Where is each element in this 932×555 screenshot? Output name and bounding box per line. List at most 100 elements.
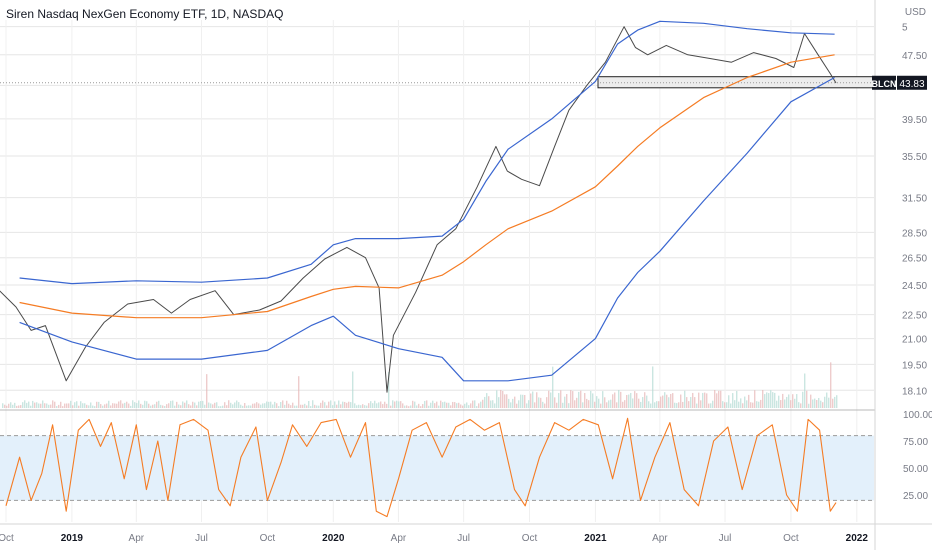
volume-bar <box>420 406 422 408</box>
volume-bar <box>668 397 670 408</box>
volume-bar <box>290 405 292 408</box>
volume-bar <box>472 400 474 408</box>
volume-bar <box>474 400 476 408</box>
volume-bar <box>94 406 96 408</box>
volume-bar <box>30 405 32 408</box>
volume-bar <box>112 403 114 408</box>
volume-bar <box>190 405 192 408</box>
volume-bar <box>578 391 580 408</box>
volume-bar <box>108 400 110 408</box>
volume-bar <box>688 401 690 408</box>
volume-bar <box>568 403 570 408</box>
volume-bar <box>780 400 782 408</box>
volume-bar <box>2 403 4 408</box>
volume-bar <box>482 399 484 408</box>
volume-bar <box>470 403 472 408</box>
volume-bar <box>252 403 254 408</box>
volume-bar <box>690 397 692 408</box>
volume-bar <box>450 405 452 408</box>
volume-bar <box>700 400 702 408</box>
volume-bar <box>574 400 576 408</box>
volume-bar <box>76 401 78 408</box>
volume-bar <box>136 403 138 408</box>
time-tick-label: 2019 <box>61 533 84 544</box>
volume-bar <box>808 403 810 408</box>
volume-bar <box>396 400 398 408</box>
volume-bar <box>300 404 302 408</box>
volume-bar <box>456 403 458 408</box>
volume-bar <box>730 403 732 408</box>
volume-bar <box>802 391 804 408</box>
volume-bar <box>78 405 80 408</box>
volume-bar <box>206 374 208 408</box>
volume-bar <box>716 393 718 408</box>
volume-bar <box>558 393 560 408</box>
volume-bar <box>728 395 730 408</box>
volume-bar <box>592 393 594 408</box>
volume-bar <box>98 401 100 408</box>
volume-bar <box>326 405 328 408</box>
volume-bar <box>248 405 250 408</box>
volume-bar <box>660 396 662 408</box>
volume-bar <box>488 396 490 408</box>
volume-bar <box>4 404 6 408</box>
series-price <box>0 26 837 393</box>
volume-bar <box>724 402 726 408</box>
volume-bar <box>830 362 832 408</box>
volume-bar <box>234 402 236 408</box>
volume-bar <box>90 402 92 408</box>
volume-bar <box>202 400 204 408</box>
volume-bar <box>492 400 494 408</box>
volume-bar <box>404 405 406 408</box>
volume-bar <box>454 402 456 408</box>
volume-bar <box>710 403 712 408</box>
volume-bar <box>372 403 374 408</box>
volume-bar <box>178 404 180 408</box>
volume-bar <box>786 396 788 408</box>
oscillator-tick-label: 25.00 <box>903 491 928 502</box>
series-ema <box>19 54 835 319</box>
time-tick-label: Apr <box>652 533 668 544</box>
chart-title: Siren Nasdaq NexGen Economy ETF, 1D, NAS… <box>6 7 284 21</box>
volume-bar <box>188 404 190 408</box>
volume-bar <box>118 401 120 408</box>
volume-bar <box>834 396 836 408</box>
volume-bar <box>514 396 516 408</box>
volume-bar <box>666 394 668 408</box>
volume-bar <box>750 402 752 408</box>
volume-bar <box>272 404 274 408</box>
volume-bar <box>718 390 720 408</box>
volume-bar <box>508 398 510 408</box>
volume-bar <box>288 403 290 408</box>
volume-bar <box>744 396 746 408</box>
price-tick-label: 21.00 <box>902 335 927 346</box>
volume-bar <box>580 390 582 408</box>
symbol-tag-box <box>872 75 896 90</box>
volume-bar <box>62 406 64 408</box>
volume-bar <box>362 404 364 408</box>
volume-bar <box>296 405 298 408</box>
volume-bar <box>610 399 612 408</box>
volume-bar <box>430 402 432 408</box>
time-tick-label: Jul <box>457 533 470 544</box>
volume-bar <box>480 401 482 408</box>
volume-bar <box>748 394 750 408</box>
volume-bar <box>468 405 470 408</box>
volume-bar <box>390 405 392 408</box>
volume-bar <box>584 393 586 408</box>
price-tick-label: 28.50 <box>902 228 927 239</box>
volume-bar <box>226 405 228 408</box>
volume-bar <box>350 402 352 408</box>
volume-bar <box>26 402 28 408</box>
volume-bar <box>586 398 588 408</box>
volume-bar <box>340 404 342 408</box>
volume-bar <box>768 393 770 408</box>
volume-bar <box>756 401 758 408</box>
volume-bar <box>548 390 550 408</box>
volume-bar <box>824 396 826 408</box>
volume-bar <box>596 396 598 408</box>
volume-bar <box>368 403 370 408</box>
volume-bar <box>142 404 144 408</box>
volume-bar <box>764 394 766 408</box>
volume-bar <box>388 371 390 408</box>
